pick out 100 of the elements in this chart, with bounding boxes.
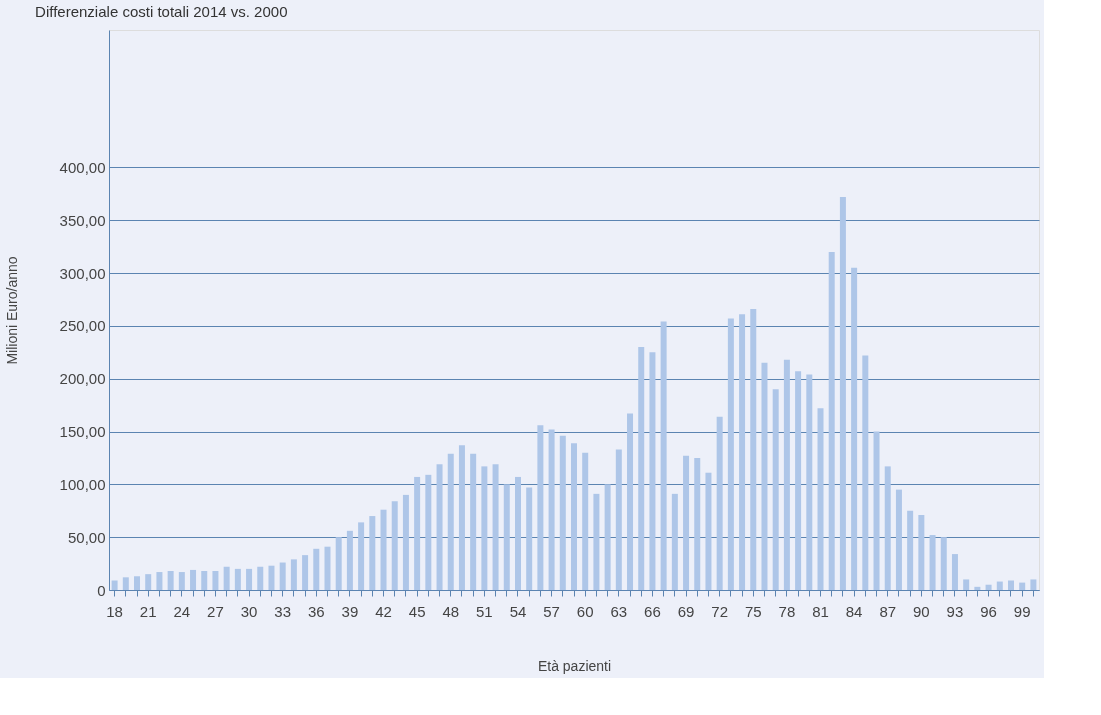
bar bbox=[481, 466, 488, 590]
bar bbox=[817, 408, 824, 590]
bar bbox=[223, 566, 230, 590]
x-tick-label: 90 bbox=[913, 602, 930, 620]
x-tick-label: 75 bbox=[744, 602, 762, 620]
bar bbox=[929, 535, 936, 590]
x-tick-label: 48 bbox=[442, 602, 460, 620]
x-tick-label: 66 bbox=[644, 602, 661, 620]
bar bbox=[201, 570, 208, 590]
bar bbox=[346, 530, 353, 590]
x-tick-label: 84 bbox=[845, 602, 863, 620]
bar bbox=[895, 489, 902, 590]
bar bbox=[862, 355, 869, 590]
bar bbox=[571, 443, 577, 590]
x-tick-label: 60 bbox=[576, 602, 594, 620]
bar bbox=[828, 251, 835, 590]
bar bbox=[705, 472, 712, 590]
bar bbox=[190, 569, 197, 590]
bar bbox=[526, 487, 533, 590]
bar bbox=[268, 565, 275, 590]
y-tick-label: 350,00 bbox=[59, 211, 106, 229]
bar bbox=[1019, 582, 1026, 590]
x-tick-label: 42 bbox=[375, 602, 392, 620]
bar bbox=[772, 389, 779, 590]
bar bbox=[627, 413, 634, 590]
x-tick-label: 99 bbox=[1013, 602, 1031, 620]
y-tick-label: 200,00 bbox=[59, 370, 106, 388]
x-tick-label: 96 bbox=[980, 602, 997, 620]
bar bbox=[313, 548, 320, 590]
bar bbox=[324, 546, 331, 590]
bar bbox=[884, 466, 891, 590]
x-tick-label: 27 bbox=[207, 602, 224, 620]
bar bbox=[582, 452, 589, 590]
bar bbox=[156, 572, 163, 590]
bar bbox=[638, 346, 645, 590]
bar bbox=[537, 425, 544, 590]
bar bbox=[727, 318, 734, 590]
y-tick-label: 300,00 bbox=[59, 264, 106, 282]
bar bbox=[212, 570, 219, 590]
bar bbox=[145, 574, 152, 590]
x-tick-label: 63 bbox=[610, 602, 628, 620]
y-tick-label: 400,00 bbox=[59, 158, 106, 176]
bar bbox=[649, 352, 656, 590]
x-tick-label: 30 bbox=[240, 602, 258, 620]
bar bbox=[447, 453, 454, 590]
x-tick-label: 78 bbox=[778, 602, 796, 620]
y-tick-label: 250,00 bbox=[59, 317, 106, 335]
bar bbox=[290, 559, 297, 590]
bar bbox=[996, 581, 1003, 590]
bar bbox=[750, 308, 757, 590]
chart-title: Differenziale costi totali 2014 vs. 2000 bbox=[35, 3, 288, 20]
bar bbox=[694, 457, 701, 590]
bar bbox=[514, 476, 521, 590]
bar bbox=[806, 374, 813, 590]
bar bbox=[783, 359, 790, 590]
x-axis-title: Età pazienti bbox=[537, 657, 612, 674]
bar bbox=[739, 314, 746, 590]
bar bbox=[615, 449, 622, 590]
bar bbox=[1030, 579, 1037, 590]
bar bbox=[391, 501, 398, 590]
bar bbox=[167, 570, 174, 590]
bar bbox=[795, 371, 802, 590]
x-tick-label: 81 bbox=[812, 602, 829, 620]
bar bbox=[918, 514, 925, 590]
bar bbox=[402, 494, 409, 590]
x-tick-label: 93 bbox=[946, 602, 964, 620]
x-tick-label: 24 bbox=[173, 602, 191, 620]
bar bbox=[873, 431, 880, 590]
bar bbox=[851, 267, 858, 590]
bar bbox=[425, 474, 432, 590]
bar bbox=[559, 435, 566, 590]
bar bbox=[111, 580, 118, 590]
bar bbox=[974, 586, 981, 590]
x-tick-label: 51 bbox=[476, 602, 493, 620]
bar bbox=[907, 510, 914, 590]
x-tick-label: 54 bbox=[509, 602, 527, 620]
bar bbox=[369, 516, 376, 590]
x-tick-label: 39 bbox=[341, 602, 359, 620]
bar bbox=[246, 568, 253, 590]
bar bbox=[134, 576, 141, 590]
x-tick-label: 36 bbox=[307, 602, 325, 620]
bar bbox=[492, 464, 499, 590]
bar bbox=[458, 445, 465, 590]
bar bbox=[257, 566, 264, 590]
bar bbox=[839, 196, 846, 590]
bar bbox=[593, 493, 600, 590]
bar bbox=[436, 464, 443, 590]
x-tick-label: 69 bbox=[677, 602, 695, 620]
bar bbox=[302, 555, 309, 590]
x-tick-label: 18 bbox=[106, 602, 123, 620]
y-tick-label: 0 bbox=[97, 581, 106, 599]
bar bbox=[503, 484, 510, 590]
bar bbox=[683, 455, 690, 590]
bar bbox=[335, 537, 342, 590]
bar bbox=[470, 453, 477, 590]
bar bbox=[178, 572, 185, 590]
bar bbox=[234, 568, 241, 590]
y-tick-label: 150,00 bbox=[59, 423, 106, 441]
bar bbox=[1007, 580, 1014, 590]
bar bbox=[716, 416, 723, 590]
